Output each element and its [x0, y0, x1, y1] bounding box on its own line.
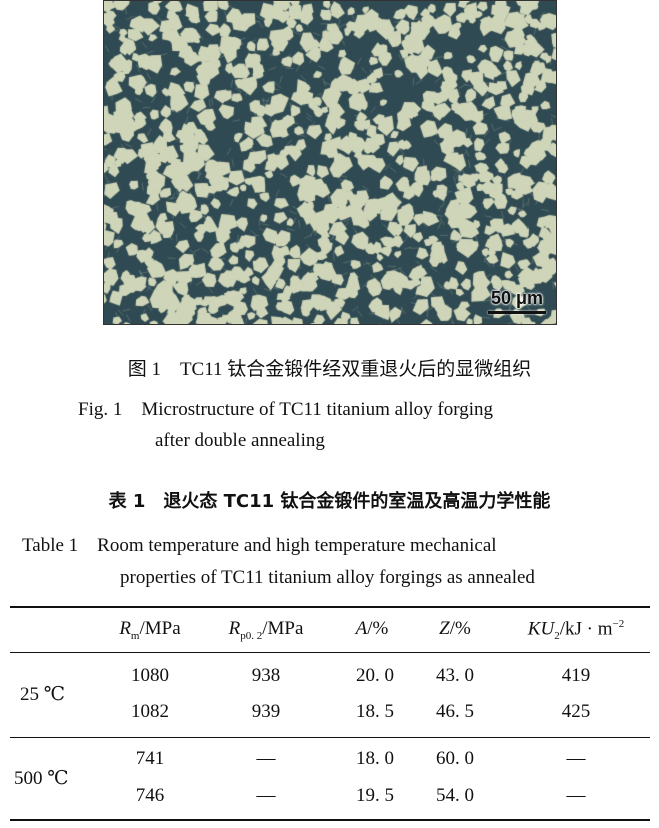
group-rule: [10, 737, 650, 738]
table-cell: 18. 5: [356, 701, 394, 722]
scale-bar-label: 50 μm: [490, 288, 544, 308]
header-ku2: KU2/kJ · m−2: [527, 618, 625, 643]
scale-bar: 50 μm: [488, 288, 546, 314]
group-label-25c: 25 ℃: [20, 684, 66, 705]
table-cell: 746: [135, 785, 165, 806]
table-title-cn: 表 1 退火态 TC11 钛合金锻件的室温及高温力学性能: [108, 491, 551, 512]
figure-caption-en-line1: Fig. 1 Microstructure of TC11 titanium a…: [78, 399, 493, 420]
table-cell: 938: [251, 665, 281, 686]
table-cell: 60. 0: [436, 748, 474, 769]
header-z: Z/%: [439, 618, 471, 639]
table-cell: 741: [135, 748, 165, 769]
table-cell: 20. 0: [356, 665, 394, 686]
header-rp02: Rp0. 2/MPa: [228, 618, 304, 642]
table-title-en-line1: Table 1 Room temperature and high temper…: [22, 535, 497, 556]
table-cell: 19. 5: [356, 785, 394, 806]
table-cell: 1080: [131, 665, 169, 686]
table-cell: 54. 0: [436, 785, 474, 806]
microstructure-texture: [104, 1, 556, 324]
scale-bar-line: [488, 311, 546, 314]
table-bottom-rule: [10, 819, 650, 821]
table-cell: 425: [561, 701, 591, 722]
table-cell: 419: [561, 665, 591, 686]
table-title-en-line2: properties of TC11 titanium alloy forgin…: [120, 567, 535, 588]
table-cell: 46. 5: [436, 701, 474, 722]
header-a: A/%: [355, 618, 389, 639]
micrograph-image: 50 μm: [103, 0, 557, 325]
group-label-500c: 500 ℃: [14, 768, 69, 789]
table-cell: —: [256, 748, 276, 769]
figure-caption-cn: 图 1 TC11 钛合金锻件经双重退火后的显微组织: [127, 359, 532, 380]
table-cell: —: [566, 748, 586, 769]
table-cell: 43. 0: [436, 665, 474, 686]
figure-caption-en-line2: after double annealing: [155, 430, 325, 451]
header-rm: Rm/MPa: [119, 618, 181, 642]
table-cell: 1082: [131, 701, 169, 722]
table-cell: —: [256, 785, 276, 806]
table-cell: —: [566, 785, 586, 806]
table-cell: 18. 0: [356, 748, 394, 769]
header-rule: [10, 652, 650, 653]
table-cell: 939: [251, 701, 281, 722]
table-top-rule: [10, 606, 650, 608]
